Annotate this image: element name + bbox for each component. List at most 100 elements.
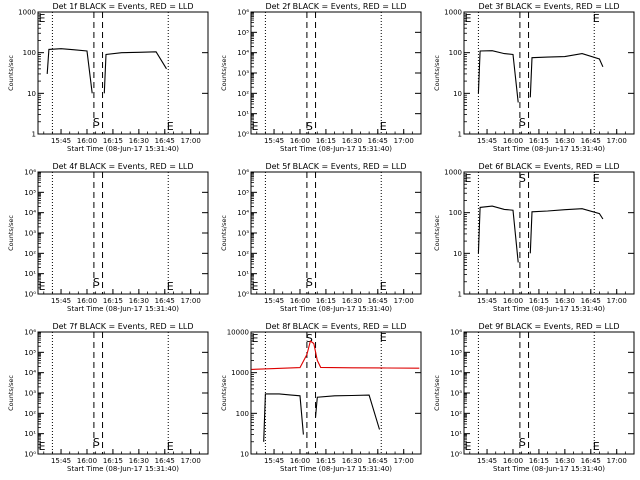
panel-det-8: Det 8f BLACK = Events, RED = LLD 10 100 100…: [220, 322, 422, 473]
start-marker-s: S: [306, 276, 313, 289]
y-tick-label: 1: [458, 291, 462, 299]
y-tick-label: 10⁰: [24, 291, 36, 299]
y-tick-label: 10²: [237, 90, 249, 98]
x-tick-label: 15:45: [477, 457, 497, 465]
x-tick-label: 17:00: [394, 457, 414, 465]
y-tick-label: 10³: [24, 390, 36, 398]
start-marker-s: S: [306, 332, 313, 345]
x-tick-label: 16:30: [555, 137, 575, 145]
end-marker-e: E: [380, 280, 387, 293]
x-tick-label: 17:00: [394, 137, 414, 145]
end-marker-e: E: [167, 440, 174, 453]
panel-det-1: Det 1f BLACK = Events, RED = LLD 1 10 100 10…: [7, 2, 209, 153]
x-tick-label: 16:15: [316, 457, 336, 465]
x-tick-label: 15:45: [477, 297, 497, 305]
x-tick-label: 16:45: [368, 457, 388, 465]
end-marker-e: E: [593, 12, 600, 25]
x-tick-label: 16:30: [129, 137, 149, 145]
y-tick-label: 10⁵: [24, 349, 36, 357]
start-marker-s: S: [306, 120, 313, 133]
y-axis-label: Counts/sec: [433, 375, 441, 411]
panel-title: Det 6f BLACK = Events, RED = LLD: [478, 162, 619, 171]
y-tick-label: 1: [32, 131, 36, 139]
y-tick-label: 10⁶: [450, 329, 462, 337]
y-tick-label: 100: [23, 49, 36, 57]
x-tick-label: 17:00: [607, 297, 627, 305]
x-tick-label: 16:30: [555, 297, 575, 305]
x-tick-label: 16:00: [503, 457, 523, 465]
x-tick-label: 16:45: [155, 137, 175, 145]
x-tick-label: 16:45: [581, 297, 601, 305]
y-tick-label: 10⁵: [24, 189, 36, 197]
edge-marker-e: E: [465, 12, 472, 25]
panel-title: Det 2f BLACK = Events, RED = LLD: [265, 2, 406, 11]
y-axis-label: Counts/sec: [433, 55, 441, 91]
panel-det-9: Det 9f BLACK = Events, RED = LLD 10⁰ 10¹ 10…: [433, 322, 635, 473]
plot-frame: [37, 11, 209, 135]
end-marker-e: E: [380, 120, 387, 133]
events-series-line: [477, 50, 519, 103]
edge-marker-e: E: [252, 332, 259, 345]
x-tick-label: 16:30: [342, 297, 362, 305]
y-tick-label: 10³: [237, 70, 249, 78]
y-axis-label: Counts/sec: [7, 55, 15, 91]
lld-series-line: [251, 340, 420, 370]
y-tick-label: 10000: [227, 329, 249, 337]
x-axis-label: Start Time (08-Jun-17 15:31:40): [67, 465, 179, 473]
panel-title: Det 5f BLACK = Events, RED = LLD: [265, 162, 406, 171]
y-tick-label: 10⁶: [24, 169, 36, 177]
end-marker-e: E: [167, 120, 174, 133]
x-tick-label: 17:00: [607, 457, 627, 465]
x-tick-label: 16:00: [290, 297, 310, 305]
events-series-line: [263, 393, 304, 442]
x-tick-label: 16:45: [368, 137, 388, 145]
y-tick-label: 10³: [24, 230, 36, 238]
start-marker-s: S: [93, 436, 100, 449]
y-tick-label: 10: [27, 90, 36, 98]
edge-marker-e: E: [252, 120, 259, 133]
y-tick-label: 10⁰: [237, 131, 249, 139]
y-tick-label: 10¹: [24, 270, 36, 278]
x-tick-label: 16:30: [342, 457, 362, 465]
y-axis-label: Counts/sec: [220, 375, 228, 411]
start-marker-s: S: [519, 116, 526, 129]
events-series-line: [477, 205, 519, 263]
events-series-line: [103, 51, 167, 94]
x-axis-label: Start Time (08-Jun-17 15:31:40): [67, 145, 179, 153]
y-tick-label: 10³: [450, 390, 462, 398]
x-axis-label: Start Time (08-Jun-17 15:31:40): [67, 305, 179, 313]
plot-frame: [463, 11, 635, 135]
y-axis-label: Counts/sec: [7, 375, 15, 411]
x-tick-label: 16:00: [77, 137, 97, 145]
x-tick-label: 16:00: [290, 137, 310, 145]
x-tick-label: 15:45: [264, 137, 284, 145]
x-axis-label: Start Time (08-Jun-17 15:31:40): [493, 465, 605, 473]
x-axis-label: Start Time (08-Jun-17 15:31:40): [493, 305, 605, 313]
events-series-line: [46, 48, 93, 94]
panel-title: Det 7f BLACK = Events, RED = LLD: [52, 322, 193, 331]
panel-det-2: Det 2f BLACK = Events, RED = LLD 10⁰ 10¹ 10…: [220, 2, 422, 153]
x-tick-label: 16:30: [129, 457, 149, 465]
y-tick-label: 10¹: [24, 430, 36, 438]
plot-frame: [250, 331, 422, 455]
edge-marker-e: E: [39, 440, 46, 453]
end-marker-e: E: [380, 331, 387, 344]
x-tick-label: 15:45: [51, 137, 71, 145]
y-tick-label: 10⁴: [237, 209, 249, 217]
y-tick-label: 10⁴: [24, 209, 36, 217]
x-tick-label: 15:45: [264, 297, 284, 305]
x-tick-label: 17:00: [394, 297, 414, 305]
panel-title: Det 1f BLACK = Events, RED = LLD: [52, 2, 193, 11]
x-tick-label: 16:00: [290, 457, 310, 465]
x-tick-label: 16:15: [529, 457, 549, 465]
y-tick-label: 10⁶: [24, 329, 36, 337]
start-marker-s: S: [519, 172, 526, 185]
y-tick-label: 10⁶: [237, 9, 249, 17]
y-tick-label: 10: [240, 451, 249, 459]
panel-title: Det 8f BLACK = Events, RED = LLD: [265, 322, 406, 331]
plot-frame: [463, 171, 635, 295]
x-tick-label: 16:45: [581, 457, 601, 465]
panel-det-3: Det 3f BLACK = Events, RED = LLD 1 10 100 10…: [433, 2, 635, 153]
y-tick-label: 10¹: [237, 110, 249, 118]
